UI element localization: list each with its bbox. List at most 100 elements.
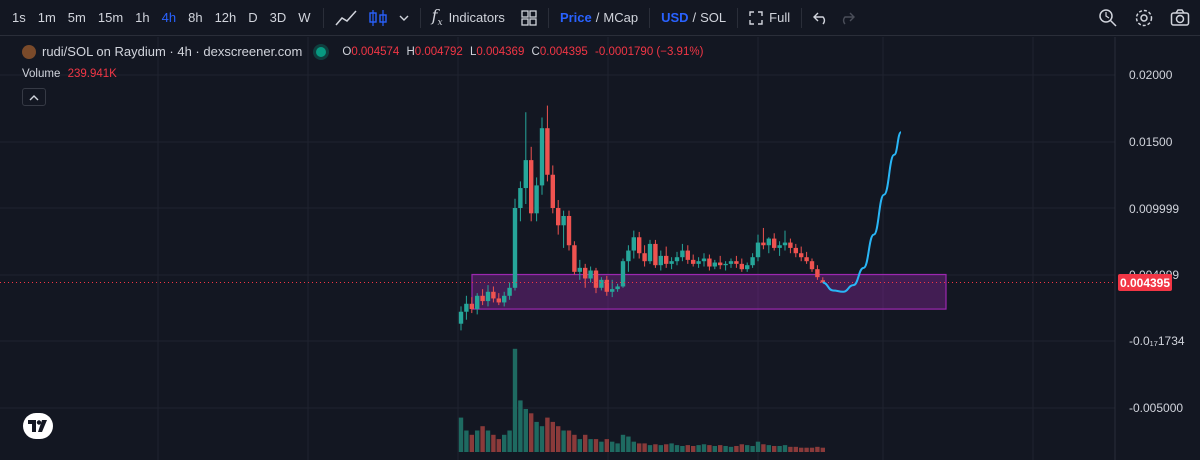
volume-bar bbox=[464, 430, 469, 452]
volume-bar bbox=[766, 445, 771, 452]
price-mcap-toggle[interactable]: Price / MCap bbox=[555, 10, 643, 25]
full-label: Full bbox=[769, 10, 791, 25]
close-value: 0.004395 bbox=[539, 45, 588, 58]
indicators-button[interactable]: fx Indicators bbox=[427, 6, 510, 28]
volume-bar bbox=[674, 445, 680, 452]
candle-body bbox=[782, 242, 788, 246]
candle-body bbox=[642, 253, 647, 262]
redo-icon bbox=[843, 12, 856, 24]
volume-bar bbox=[772, 445, 777, 452]
volume-bar bbox=[539, 426, 545, 452]
volume-bar bbox=[475, 430, 480, 452]
volume-bar bbox=[631, 441, 636, 452]
timeframe-8h[interactable]: 8h bbox=[188, 10, 203, 25]
candle-body bbox=[750, 257, 755, 266]
timeframe-1m[interactable]: 1m bbox=[37, 10, 56, 25]
price-axis-tick: -0.005000 bbox=[1129, 401, 1184, 415]
price-option[interactable]: Price bbox=[559, 10, 592, 25]
timeframe-w[interactable]: W bbox=[298, 10, 311, 25]
trend-line-icon bbox=[334, 9, 357, 25]
price-axis-tick: 0.009999 bbox=[1129, 202, 1180, 216]
low-value: 0.004369 bbox=[476, 45, 525, 58]
undo-button[interactable] bbox=[808, 11, 834, 25]
volume-bar bbox=[723, 445, 728, 452]
collapse-legend-button[interactable] bbox=[22, 88, 46, 106]
currency-toggle[interactable]: USD / SOL bbox=[656, 10, 731, 25]
timeframe-1s[interactable]: 1s bbox=[12, 10, 26, 25]
fullscreen-button[interactable]: Full bbox=[744, 10, 795, 25]
gear-icon[interactable] bbox=[1134, 8, 1154, 28]
usd-option[interactable]: USD bbox=[661, 10, 689, 25]
candle-body bbox=[458, 311, 464, 324]
fullscreen-icon bbox=[749, 10, 763, 25]
redo-button[interactable] bbox=[834, 11, 860, 25]
candle-body bbox=[685, 250, 690, 260]
open-label: O bbox=[342, 45, 352, 58]
candle-body bbox=[734, 261, 739, 264]
volume-bar bbox=[707, 445, 712, 452]
sol-option[interactable]: SOL bbox=[700, 10, 727, 25]
candle-body bbox=[502, 295, 507, 303]
mcap-option[interactable]: MCap bbox=[603, 10, 639, 25]
right-tools bbox=[1098, 8, 1190, 28]
quick-search-icon[interactable] bbox=[1098, 8, 1118, 28]
price-axis-tick: 0.01500 bbox=[1129, 135, 1173, 149]
candle-body bbox=[523, 160, 528, 189]
volume-bar bbox=[620, 434, 626, 452]
candle-body bbox=[647, 243, 653, 262]
divider bbox=[649, 7, 651, 28]
timeframe-4h[interactable]: 4h bbox=[161, 10, 177, 25]
timeframe-12h[interactable]: 12h bbox=[214, 10, 237, 25]
volume-bar bbox=[556, 426, 561, 452]
change-value: -0.0001790 (−3.91%) bbox=[595, 45, 704, 58]
status-dot-icon bbox=[316, 46, 327, 57]
candle-body bbox=[604, 279, 609, 292]
volume-bar bbox=[664, 444, 669, 452]
candle-body bbox=[475, 295, 480, 310]
volume-bar bbox=[680, 445, 685, 452]
volume-bar bbox=[550, 421, 555, 452]
grid-layout-icon bbox=[521, 9, 537, 26]
candle-body bbox=[809, 261, 815, 270]
candle-body bbox=[707, 258, 712, 267]
divider bbox=[737, 7, 739, 28]
timeframe-3d[interactable]: 3D bbox=[269, 10, 287, 25]
candle-body bbox=[799, 253, 804, 258]
candle-body bbox=[507, 287, 512, 296]
volume-bar bbox=[583, 434, 588, 452]
divider bbox=[801, 7, 803, 28]
volume-bar bbox=[496, 439, 501, 452]
candle-body bbox=[745, 265, 750, 270]
chart-type-dropdown[interactable] bbox=[394, 14, 414, 22]
candle-body bbox=[583, 267, 588, 279]
candle-body bbox=[793, 247, 798, 254]
token-avatar bbox=[22, 44, 36, 59]
camera-icon[interactable] bbox=[1170, 8, 1190, 28]
volume-bar bbox=[485, 430, 491, 452]
drawing-tool-button[interactable] bbox=[330, 9, 362, 27]
volume-bar bbox=[458, 417, 464, 452]
candle-body bbox=[804, 257, 809, 262]
volume-bar bbox=[523, 409, 528, 452]
function-icon: fx bbox=[431, 6, 443, 29]
timeframe-15m[interactable]: 15m bbox=[97, 10, 124, 25]
chevron-up-icon bbox=[29, 94, 39, 100]
candle-body bbox=[637, 237, 642, 254]
chart-type-button[interactable] bbox=[362, 9, 394, 27]
timeframe-5m[interactable]: 5m bbox=[67, 10, 86, 25]
slash: / bbox=[692, 10, 697, 25]
price-axis-tick: -0.0₁₇1734 bbox=[1129, 334, 1185, 348]
layout-button[interactable] bbox=[516, 9, 542, 26]
volume-bar bbox=[804, 447, 809, 452]
candle-body bbox=[464, 303, 469, 312]
timeframe-1h[interactable]: 1h bbox=[135, 10, 150, 25]
volume-bar bbox=[642, 443, 647, 452]
candle-body bbox=[674, 257, 680, 262]
timeframe-d[interactable]: D bbox=[248, 10, 258, 25]
ohlc-values: O0.004574 H0.004792 L0.004369 C0.004395 … bbox=[342, 46, 703, 58]
candle-body bbox=[755, 242, 761, 258]
volume-bar bbox=[480, 426, 485, 452]
tradingview-logo[interactable] bbox=[23, 413, 53, 439]
candles-icon bbox=[368, 9, 387, 26]
